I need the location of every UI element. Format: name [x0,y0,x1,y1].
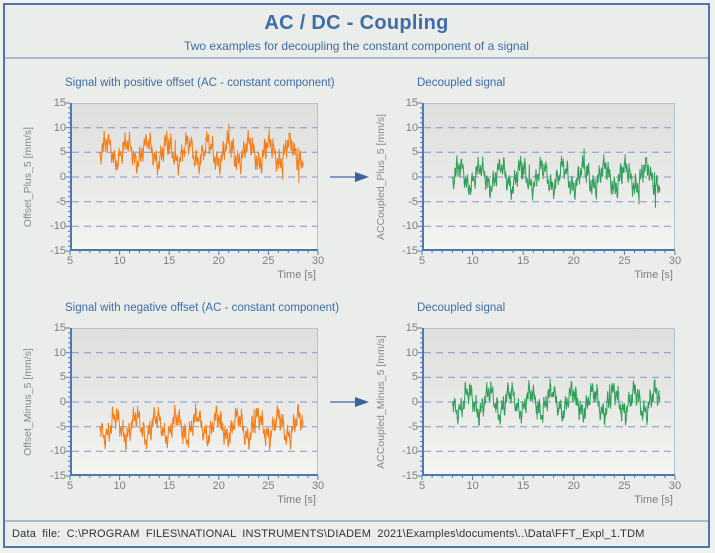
x-tick-label: 20 [212,255,225,267]
chart-title: Decoupled signal [417,302,506,314]
x-tick-label: 30 [311,255,325,267]
signal-path [451,378,661,426]
x-tick-label: 30 [668,255,682,267]
y-tick-label: -15 [50,245,66,257]
x-axis-label: Time [s] [277,269,316,281]
y-tick-label: -5 [56,420,66,433]
data-file-text: Data file: C:\PROGRAM FILES\NATIONAL INS… [12,528,645,540]
x-tick-label: 15 [163,480,176,492]
y-tick-label: 15 [53,97,66,109]
y-tick-label: -5 [408,420,418,433]
y-tick-label: -10 [402,445,418,458]
y-tick-label: -15 [50,470,66,482]
y-axis-label: ACCoupled_Plus_5 [mm/s] [375,113,387,241]
x-tick-label: 25 [618,255,631,267]
y-tick-label: -15 [402,245,418,257]
plot-area [66,102,319,255]
x-tick-label: 10 [113,255,126,267]
y-tick-label: 10 [53,121,66,134]
x-tick-label: 5 [66,255,74,267]
y-tick-label: 0 [411,396,418,408]
y-tick-label: 10 [405,346,418,359]
plot-area [418,102,676,255]
x-tick-label: 25 [618,480,631,492]
report-header: AC / DC - Coupling Two examples for deco… [5,5,708,59]
x-tick-label: 5 [66,480,74,492]
y-tick-label: 5 [411,146,418,159]
y-tick-label: -5 [56,195,66,208]
plot-area [66,327,319,480]
x-tick-label: 20 [567,255,580,267]
chart-title: Signal with positive offset (AC - consta… [65,77,335,89]
x-tick-label: 15 [163,255,176,267]
y-tick-label: 5 [411,371,418,384]
y-tick-label: -10 [50,220,66,233]
x-tick-label: 15 [517,255,530,267]
arrow-right-icon [330,397,369,407]
x-tick-label: 10 [466,480,479,492]
y-tick-label: 0 [59,171,66,183]
status-bar: Data file: C:\PROGRAM FILES\NATIONAL INS… [5,520,708,546]
x-tick-label: 10 [113,480,126,492]
arrow-right-icon [330,172,369,182]
x-tick-label: 25 [262,480,275,492]
y-tick-label: -15 [402,470,418,482]
x-tick-label: 25 [262,255,275,267]
x-tick-label: 10 [466,255,479,267]
x-tick-label: 5 [418,480,426,492]
chart-title: Decoupled signal [417,77,506,89]
x-axis-label: Time [s] [277,494,316,506]
x-tick-label: 20 [567,480,580,492]
x-tick-label: 20 [212,480,225,492]
chart-title: Signal with negative offset (AC - consta… [65,302,340,314]
y-tick-label: 10 [53,346,66,359]
page-title: AC / DC - Coupling [264,12,449,34]
y-axis-label: ACCoupled_Minus_5 [mm/s] [375,335,387,469]
y-tick-label: 5 [59,146,66,159]
y-tick-label: 5 [59,371,66,384]
x-tick-label: 15 [517,480,530,492]
y-tick-label: 15 [405,322,418,334]
y-tick-label: 10 [405,121,418,134]
page-subtitle: Two examples for decoupling the constant… [184,39,529,53]
y-axis-label: Offset_Minus_5 [mm/s] [22,348,34,456]
x-axis-label: Time [s] [634,269,673,281]
y-tick-label: 15 [405,97,418,109]
y-tick-label: 0 [59,396,66,408]
y-tick-label: 0 [411,171,418,183]
signal-path [451,148,661,208]
y-axis-label: Offset_Plus_5 [mm/s] [22,126,34,228]
x-tick-label: 30 [668,480,682,492]
x-tick-label: 5 [418,255,426,267]
report-page: AC / DC - Coupling Two examples for deco… [3,3,710,548]
y-tick-label: -5 [408,195,418,208]
plot-area [418,327,676,480]
signal-path [99,123,304,184]
x-axis-label: Time [s] [634,494,673,506]
x-tick-label: 30 [311,480,325,492]
y-tick-label: -10 [50,445,66,458]
y-tick-label: 15 [53,322,66,334]
y-tick-label: -10 [402,220,418,233]
signal-path [99,403,304,451]
